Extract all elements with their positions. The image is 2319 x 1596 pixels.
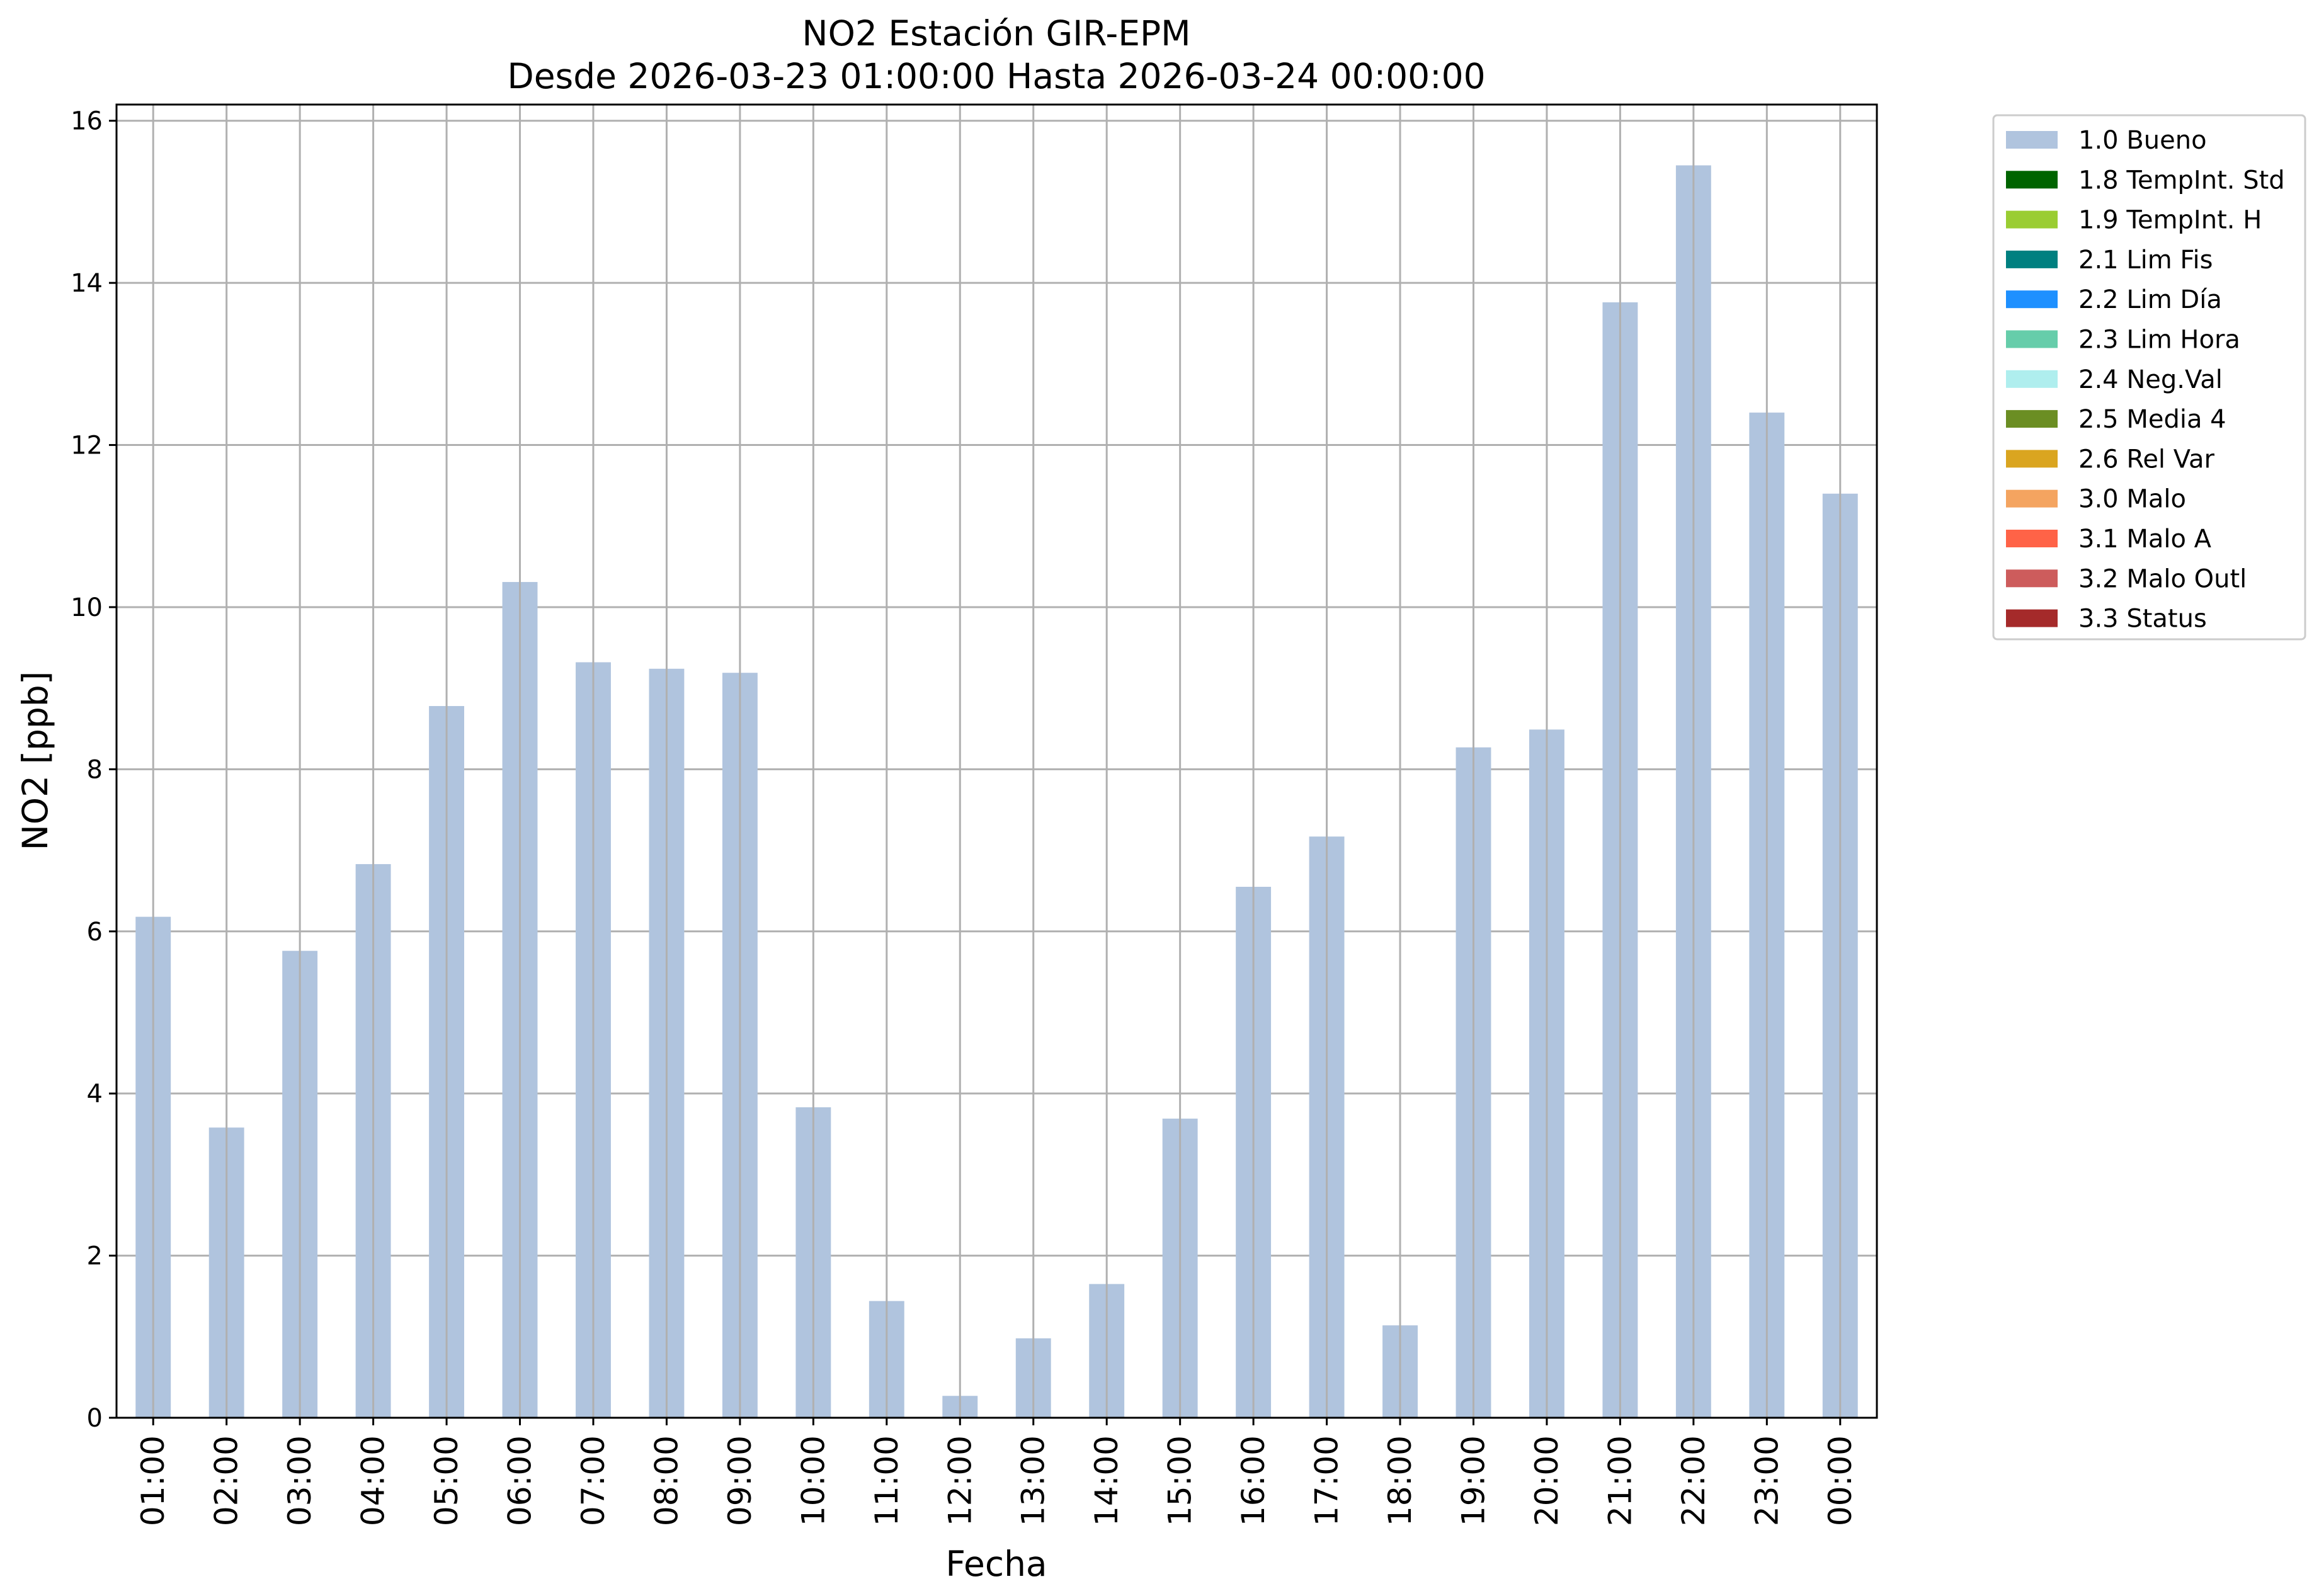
x-tick-label: 11:00 (869, 1435, 905, 1526)
x-tick-label: 20:00 (1529, 1435, 1565, 1526)
legend-swatch (2006, 171, 2058, 189)
y-tick-label: 6 (87, 918, 103, 947)
x-tick-label: 19:00 (1455, 1435, 1491, 1526)
x-tick-label: 04:00 (355, 1435, 392, 1526)
x-tick-label: 22:00 (1675, 1435, 1712, 1526)
y-tick-label: 0 (87, 1404, 103, 1433)
y-tick-label: 2 (87, 1242, 103, 1271)
x-axis-label: Fecha (945, 1544, 1047, 1584)
legend-label: 2.2 Lim Día (2078, 285, 2222, 314)
x-tick-label: 08:00 (648, 1435, 685, 1526)
x-tick-label: 01:00 (135, 1435, 171, 1526)
x-tick-label: 16:00 (1235, 1435, 1272, 1526)
x-tick-label: 21:00 (1602, 1435, 1638, 1526)
chart-subtitle: Desde 2026-03-23 01:00:00 Hasta 2026-03-… (507, 56, 1485, 96)
x-tick-label: 00:00 (1822, 1435, 1859, 1526)
grid (117, 120, 1877, 1419)
legend-label: 2.6 Rel Var (2078, 445, 2215, 474)
y-axis-label: NO2 [ppb] (15, 671, 55, 851)
y-ticks: 0 2 4 6 8 10 12 14 16 (71, 107, 117, 1433)
legend-frame (1992, 114, 2306, 641)
legend-label: 1.0 Bueno (2078, 126, 2207, 155)
y-tick-label: 12 (71, 431, 103, 460)
x-tick-label: 07:00 (575, 1435, 612, 1526)
legend-label: 3.0 Malo (2078, 485, 2186, 514)
x-tick-label: 09:00 (722, 1435, 758, 1526)
legend-swatch (2006, 370, 2058, 388)
x-tick-label: 13:00 (1015, 1435, 1052, 1526)
legend-label: 3.2 Malo Outl (2078, 564, 2247, 593)
legend-swatch (2006, 250, 2058, 268)
x-ticks: 01:00 02:00 03:00 04:00 05:00 06:00 07:00 08:00… (135, 1418, 1859, 1526)
legend-swatch (2006, 609, 2058, 627)
legend-label: 1.9 TempInt. H (2078, 206, 2262, 235)
y-tick-label: 16 (71, 107, 103, 136)
x-tick-label: 14:00 (1088, 1435, 1125, 1526)
legend-swatch (2006, 131, 2058, 149)
legend-label: 3.3 Status (2078, 605, 2207, 634)
y-tick-label: 4 (87, 1080, 103, 1109)
x-tick-label: 02:00 (208, 1435, 245, 1526)
x-tick-label: 05:00 (428, 1435, 465, 1526)
x-tick-label: 03:00 (282, 1435, 318, 1526)
x-tick-label: 23:00 (1748, 1435, 1785, 1526)
x-tick-label: 17:00 (1309, 1435, 1345, 1526)
x-tick-label: 18:00 (1382, 1435, 1418, 1526)
legend: 1.0 Bueno 1.8 TempInt. Std 1.9 TempInt. H 2… (1992, 114, 2306, 641)
y-tick-label: 10 (71, 593, 103, 622)
y-tick-label: 14 (71, 269, 103, 298)
x-tick-label: 12:00 (942, 1435, 978, 1526)
legend-swatch (2006, 330, 2058, 348)
legend-label: 1.8 TempInt. Std (2078, 166, 2285, 195)
legend-label: 2.3 Lim Hora (2078, 326, 2240, 355)
bars (135, 105, 1858, 1418)
legend-swatch (2006, 290, 2058, 309)
x-tick-label: 10:00 (795, 1435, 831, 1526)
legend-label: 3.1 Malo A (2078, 525, 2212, 554)
chart-title: NO2 Estación GIR-EPM (802, 13, 1190, 54)
legend-label: 2.5 Media 4 (2078, 405, 2226, 434)
x-tick-label: 15:00 (1162, 1435, 1199, 1526)
legend-label: 2.4 Neg.Val (2078, 365, 2223, 394)
legend-swatch (2006, 450, 2058, 468)
legend-swatch (2006, 489, 2058, 508)
x-tick-label: 06:00 (502, 1435, 538, 1526)
legend-swatch (2006, 410, 2058, 428)
legend-swatch (2006, 569, 2058, 588)
plot-frame (115, 103, 1878, 1419)
legend-label: 2.1 Lim Fis (2078, 246, 2213, 275)
legend-swatch (2006, 530, 2058, 547)
legend-swatch (2006, 210, 2058, 229)
y-tick-label: 8 (87, 755, 103, 784)
